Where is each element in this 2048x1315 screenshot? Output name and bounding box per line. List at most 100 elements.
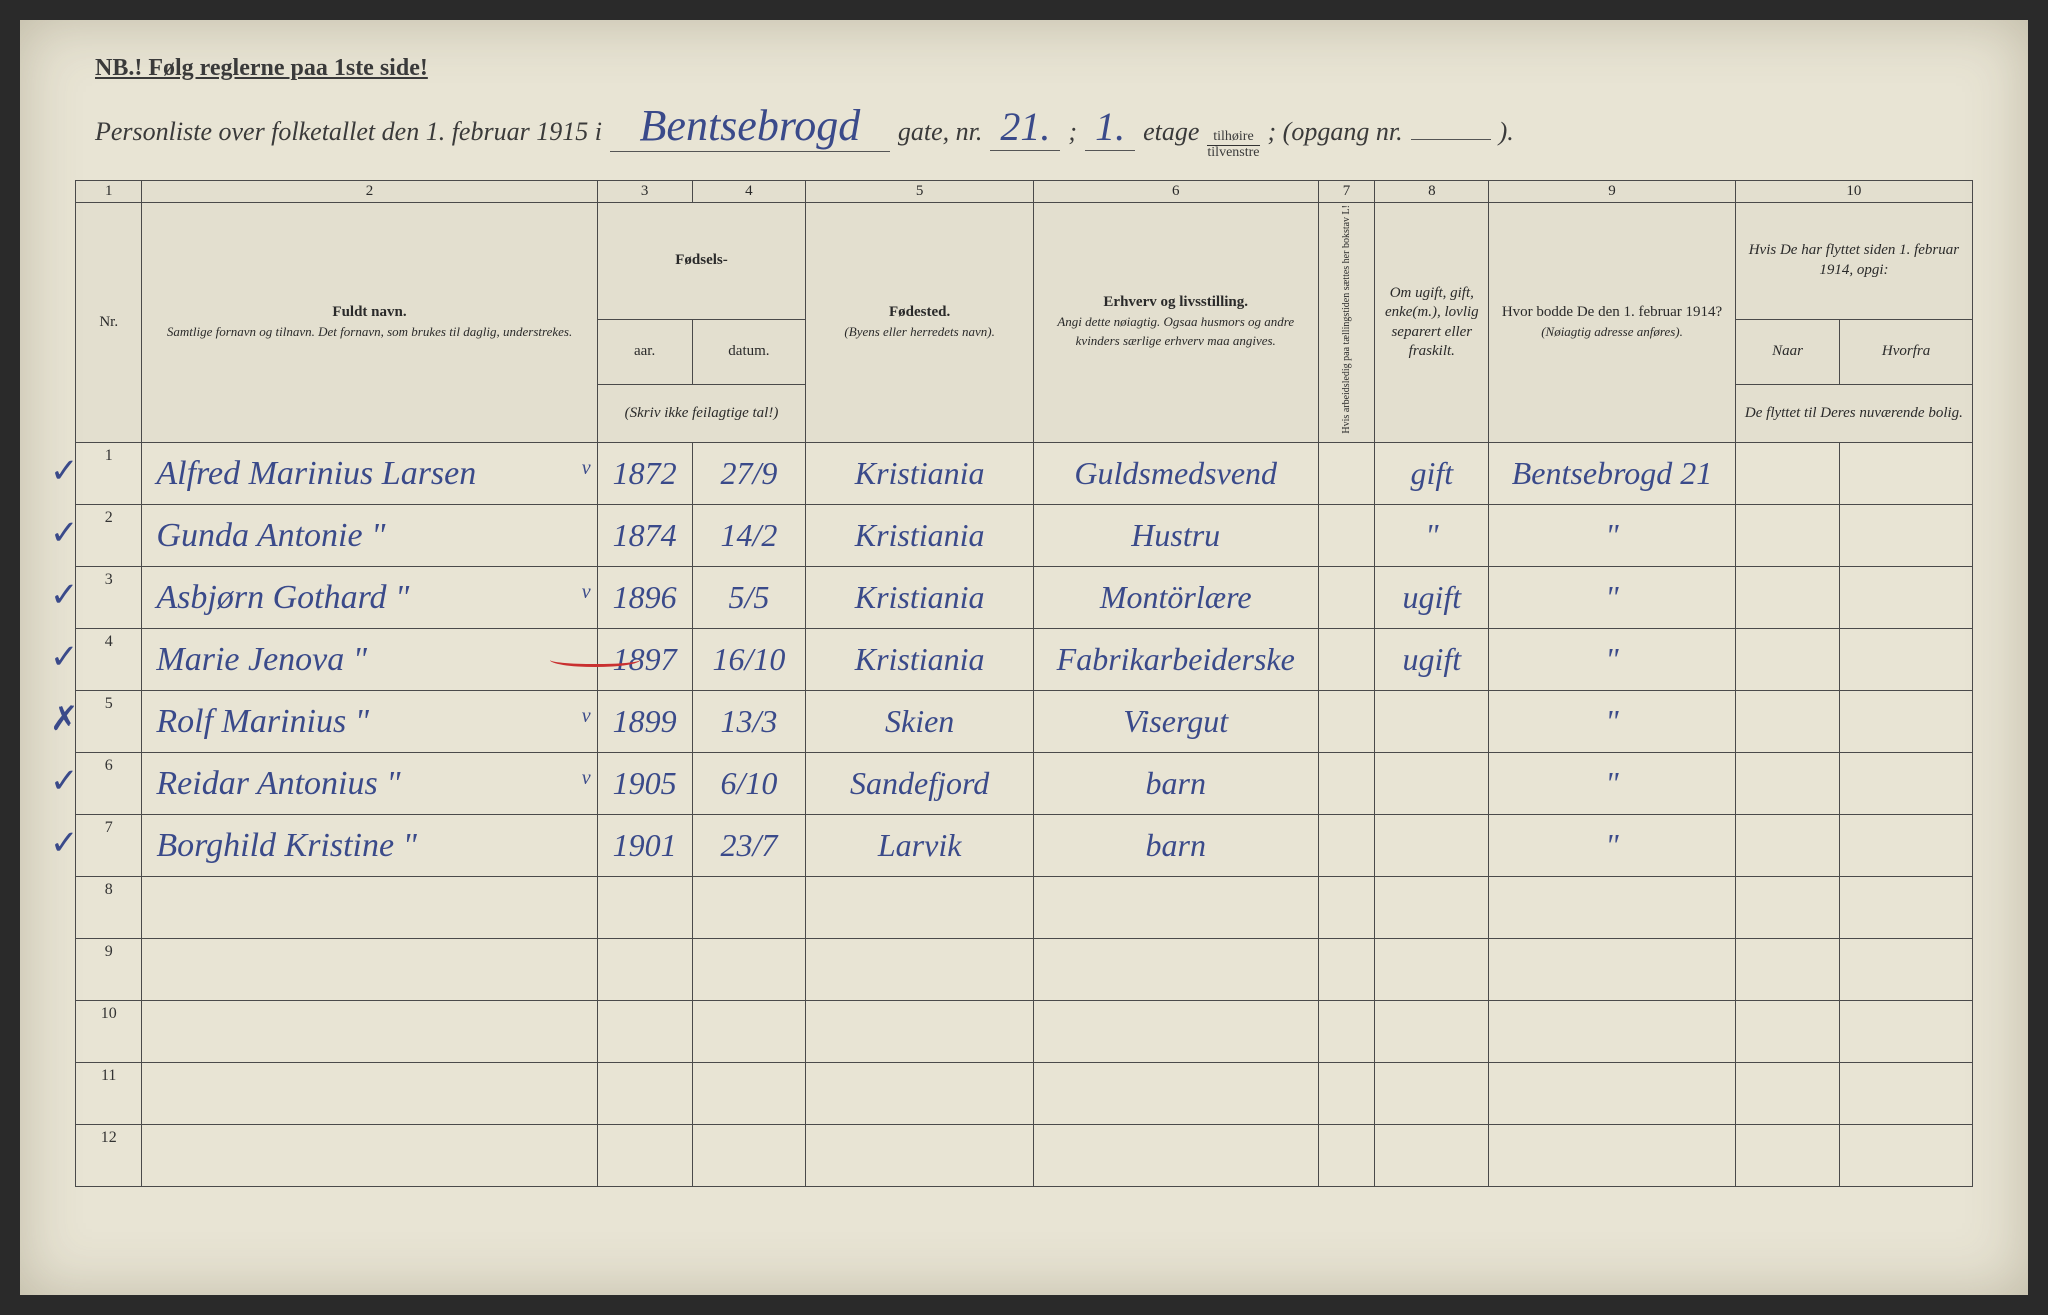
colnum-1: 1	[76, 181, 142, 203]
cell-status	[1375, 1001, 1489, 1063]
cell-prev-addr	[1489, 877, 1736, 939]
cell-prev-addr: "	[1489, 629, 1736, 691]
cell-birthplace: Kristiania	[806, 629, 1034, 691]
cell-prev-addr: "	[1489, 753, 1736, 815]
cell-birthplace	[806, 1001, 1034, 1063]
cell-unemployed	[1318, 939, 1375, 1001]
opgang-nr	[1411, 139, 1491, 140]
row-number: 10	[76, 1001, 142, 1063]
v-mark: v	[582, 581, 591, 604]
table-row: 9	[76, 939, 1973, 1001]
th-birthplace-sub: (Byens eller herredets navn).	[844, 324, 994, 339]
cell-hvorfra	[1840, 629, 1973, 691]
cell-year	[597, 1063, 692, 1125]
cell-name: Asbjørn Gothard " v	[142, 567, 597, 629]
semicolon: ;	[1068, 117, 1077, 147]
cell-date: 5/5	[692, 567, 806, 629]
th-unemployed-text: Hvis arbeidsledig paa tællingstiden sætt…	[1341, 205, 1352, 434]
cell-prev-addr	[1489, 1001, 1736, 1063]
cell-hvorfra	[1840, 753, 1973, 815]
th-year: aar.	[597, 319, 692, 384]
cell-date: 13/3	[692, 691, 806, 753]
cell-occupation: Guldsmedsvend	[1033, 443, 1318, 505]
street-name: Bentsebrogd	[610, 100, 890, 152]
cell-status: "	[1375, 505, 1489, 567]
cell-prev-addr	[1489, 1125, 1736, 1187]
cell-birthplace	[806, 939, 1034, 1001]
row-number: 8	[76, 877, 142, 939]
cell-hvorfra	[1840, 691, 1973, 753]
cell-hvorfra	[1840, 877, 1973, 939]
cell-year	[597, 1125, 692, 1187]
cell-occupation: Fabrikarbeiderske	[1033, 629, 1318, 691]
cell-name: Rolf Marinius " v	[142, 691, 597, 753]
cell-year	[597, 1001, 692, 1063]
th-name-sub: Samtlige fornavn og tilnavn. Det fornavn…	[167, 324, 572, 339]
row-number: ✓ 4	[76, 629, 142, 691]
cell-occupation	[1033, 877, 1318, 939]
census-page: NB.! Følg reglerne paa 1ste side! Person…	[20, 20, 2028, 1295]
cell-occupation	[1033, 1063, 1318, 1125]
cell-naar	[1735, 753, 1839, 815]
table-row: ✓ 2 Gunda Antonie " 1874 14/2 Kristiania…	[76, 505, 1973, 567]
cell-status	[1375, 691, 1489, 753]
th-date: datum.	[692, 319, 806, 384]
cell-year: 1896	[597, 567, 692, 629]
cell-name	[142, 1001, 597, 1063]
cell-unemployed	[1318, 753, 1375, 815]
colnum-4: 4	[692, 181, 806, 203]
cell-year	[597, 877, 692, 939]
cell-name	[142, 1125, 597, 1187]
cell-prev-addr	[1489, 939, 1736, 1001]
census-table: 1 2 3 4 5 6 7 8 9 10 Nr. Fuldt navn. Sam…	[75, 180, 1973, 1187]
colnum-7: 7	[1318, 181, 1375, 203]
th-birth-label: Fødsels-	[675, 252, 728, 268]
row-number: ✓ 6	[76, 753, 142, 815]
th-birth: Fødsels-	[597, 203, 806, 320]
cell-hvorfra	[1840, 815, 1973, 877]
etage-nr: 1.	[1085, 103, 1135, 151]
table-row: ✗ 5 Rolf Marinius " v 1899 13/3 Skien Vi…	[76, 691, 1973, 753]
cell-status	[1375, 1125, 1489, 1187]
cell-hvorfra	[1840, 443, 1973, 505]
colnum-3: 3	[597, 181, 692, 203]
colnum-5: 5	[806, 181, 1034, 203]
table-row: 8	[76, 877, 1973, 939]
cell-year: 1905	[597, 753, 692, 815]
cell-name	[142, 877, 597, 939]
cell-birthplace: Sandefjord	[806, 753, 1034, 815]
cell-naar	[1735, 629, 1839, 691]
cell-date	[692, 939, 806, 1001]
colnum-10: 10	[1735, 181, 1972, 203]
cell-naar	[1735, 939, 1839, 1001]
cell-birthplace: Kristiania	[806, 443, 1034, 505]
colnum-6: 6	[1033, 181, 1318, 203]
row-number: 12	[76, 1125, 142, 1187]
cell-unemployed	[1318, 505, 1375, 567]
frac-top: tilhøire	[1207, 130, 1259, 146]
v-mark: v	[582, 705, 591, 728]
th-birth-sub: (Skriv ikke feilagtige tal!)	[597, 384, 806, 442]
cell-name	[142, 1063, 597, 1125]
cell-prev-addr: Bentsebrogd 21	[1489, 443, 1736, 505]
table-row: ✓ 1 Alfred Marinius Larsen v 1872 27/9 K…	[76, 443, 1973, 505]
row-number: 11	[76, 1063, 142, 1125]
cell-naar	[1735, 505, 1839, 567]
checkmark-icon: ✓	[50, 513, 79, 553]
checkmark-icon: ✓	[50, 451, 79, 491]
table-row: ✓ 4 Marie Jenova " 1897 16/10 Kristiania…	[76, 629, 1973, 691]
checkmark-icon: ✓	[50, 761, 79, 801]
colnum-8: 8	[1375, 181, 1489, 203]
cell-birthplace: Larvik	[806, 815, 1034, 877]
cell-prev-addr: "	[1489, 567, 1736, 629]
cell-occupation: Montörlære	[1033, 567, 1318, 629]
cell-status	[1375, 1063, 1489, 1125]
table-row: 11	[76, 1063, 1973, 1125]
cell-name	[142, 939, 597, 1001]
cell-occupation	[1033, 939, 1318, 1001]
gate-nr: 21.	[990, 103, 1060, 151]
title-prefix: Personliste over folketallet den 1. febr…	[95, 117, 602, 147]
table-header: 1 2 3 4 5 6 7 8 9 10 Nr. Fuldt navn. Sam…	[76, 181, 1973, 443]
cell-occupation	[1033, 1125, 1318, 1187]
cell-name: Gunda Antonie "	[142, 505, 597, 567]
